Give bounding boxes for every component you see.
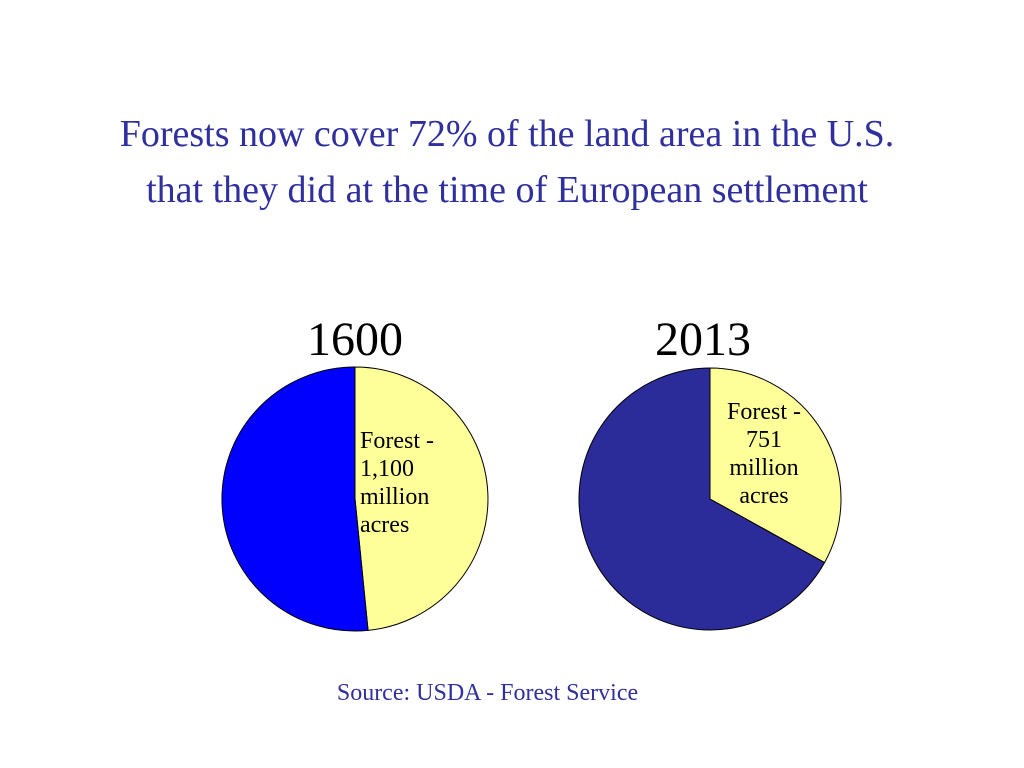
- pie0-slice-0-label: Forest -1,100 million acres: [360, 428, 434, 538]
- pie1-slice-1: [578, 367, 826, 631]
- slide-title: Forests now cover 72% of the land area i…: [119, 113, 895, 211]
- pie1-slice-0: [709, 367, 842, 564]
- pie0-slice-1: [221, 366, 369, 632]
- pie1-title: 2013: [655, 313, 751, 366]
- pie1-slice-0-label: Forest -751 million acres: [727, 399, 801, 509]
- pie0-title: 1600: [307, 313, 403, 366]
- pie0-slice-0: [354, 366, 489, 631]
- source-note: Source: USDA - Forest Service: [336, 680, 639, 706]
